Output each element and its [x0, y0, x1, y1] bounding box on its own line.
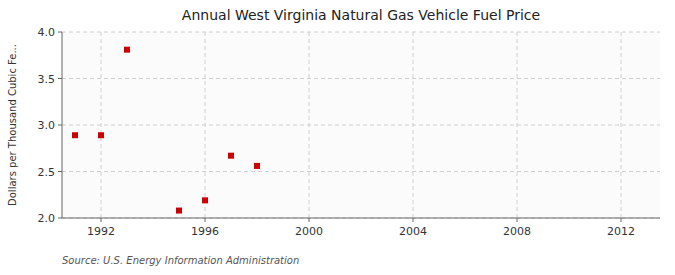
x-axis-line	[62, 218, 660, 219]
point	[202, 197, 208, 203]
grid-line	[101, 32, 102, 218]
tick-mark	[205, 218, 206, 222]
tick-mark	[58, 78, 62, 79]
tick-label: 2.0	[38, 212, 56, 225]
grid-line	[413, 32, 414, 218]
tick-mark	[58, 171, 62, 172]
source: Source: U.S. Energy Information Administ…	[62, 255, 299, 266]
point	[98, 132, 104, 138]
tick-label: 4.0	[38, 26, 56, 39]
tick-label: 1996	[191, 225, 219, 238]
point	[228, 153, 234, 159]
tick-mark	[58, 218, 62, 219]
point	[254, 163, 260, 169]
grid	[62, 32, 660, 218]
point	[176, 208, 182, 214]
tick-mark	[101, 218, 102, 222]
tick-label: 2.5	[38, 166, 56, 179]
grid-line	[62, 125, 660, 126]
grid-line	[309, 32, 310, 218]
point	[124, 47, 130, 53]
grid-line	[62, 171, 660, 172]
plot-area	[62, 32, 660, 218]
grid-line	[621, 32, 622, 218]
chart: 2.0 2.5 3.0 3.5 4.0 1992 1996 2000 2004 2008 2012 A…	[0, 0, 675, 275]
points	[72, 47, 260, 214]
point	[72, 132, 78, 138]
grid-line	[62, 218, 660, 219]
tick-mark	[58, 125, 62, 126]
grid-line	[62, 78, 660, 79]
tick-label: 2008	[503, 225, 531, 238]
grid-line	[205, 32, 206, 218]
y-axis-label: Dollars per Thousand Cubic Fe...	[7, 44, 18, 206]
grid-line	[62, 32, 660, 33]
grid-line	[517, 32, 518, 218]
tick-mark	[309, 218, 310, 222]
tick-label: 3.5	[38, 73, 56, 86]
y-axis-line	[62, 32, 63, 218]
tick-label: 1992	[87, 225, 115, 238]
tick-mark	[621, 218, 622, 222]
tick-label: 3.0	[38, 119, 56, 132]
tick-mark	[517, 218, 518, 222]
tick-mark	[58, 32, 62, 33]
title: Annual West Virginia Natural Gas Vehicle…	[182, 7, 540, 23]
tick-label: 2004	[399, 225, 427, 238]
tick-label: 2000	[295, 225, 323, 238]
tick-label: 2012	[607, 225, 635, 238]
tick-mark	[413, 218, 414, 222]
